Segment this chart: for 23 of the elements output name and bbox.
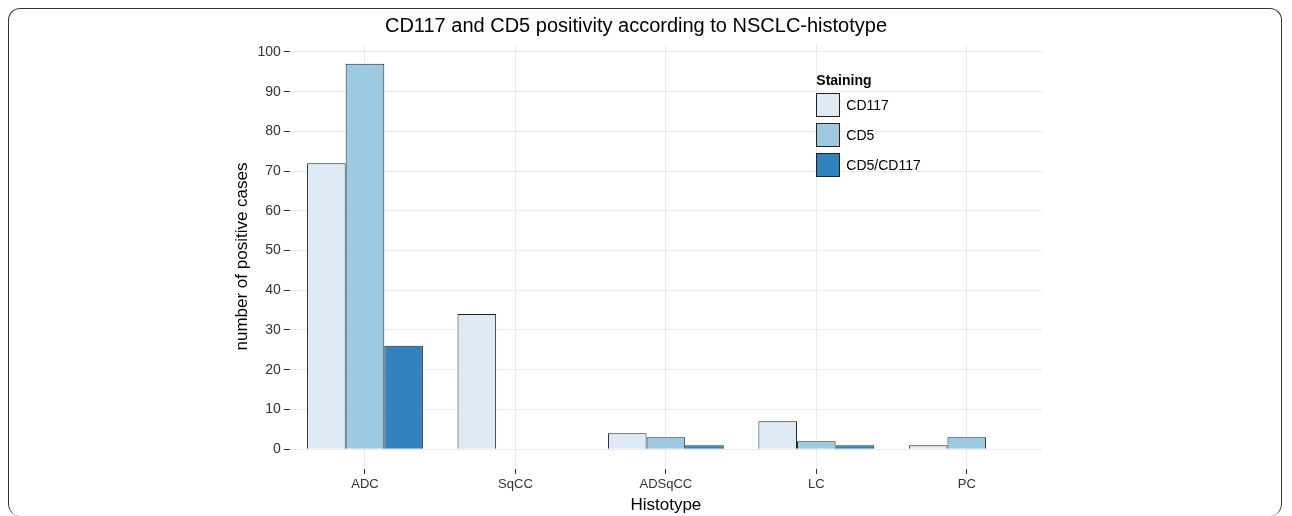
y-tick-label: 40 [265, 281, 281, 298]
y-tick-label: 100 [257, 42, 281, 59]
x-axis-title: Histotype [630, 495, 702, 515]
y-tick-label: 70 [265, 161, 281, 178]
y-tick-label: 0 [272, 440, 281, 456]
y-tick-label: 50 [265, 241, 281, 258]
y-tick-label: 30 [265, 320, 281, 337]
x-tick-label: ADSqCC [639, 476, 693, 492]
y-tick-label: 90 [265, 82, 281, 99]
x-tick-label: LC [808, 476, 825, 492]
chart-title: CD117 and CD5 positivity according to NSCLC-histotype [384, 13, 888, 36]
y-tick-label: 60 [265, 201, 281, 218]
legend-title: Staining [816, 72, 873, 88]
y-tick-label: 20 [265, 360, 281, 377]
y-tick-label: 80 [265, 122, 281, 139]
legend-label: CD5 [846, 127, 875, 143]
y-axis-title: number of positive cases [231, 162, 251, 351]
x-tick-label: PC [957, 476, 976, 492]
legend-label: CD5/CD117 [846, 157, 921, 173]
y-tick-label: 10 [265, 400, 281, 417]
x-tick-label: ADC [351, 476, 379, 492]
legend-label: CD117 [846, 97, 889, 113]
x-tick-label: SqCC [498, 476, 533, 492]
